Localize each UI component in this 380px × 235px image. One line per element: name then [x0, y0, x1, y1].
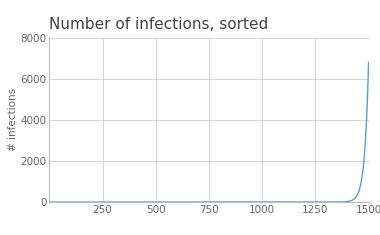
- Y-axis label: # infections: # infections: [8, 88, 18, 151]
- Text: Number of infections, sorted: Number of infections, sorted: [49, 17, 269, 32]
